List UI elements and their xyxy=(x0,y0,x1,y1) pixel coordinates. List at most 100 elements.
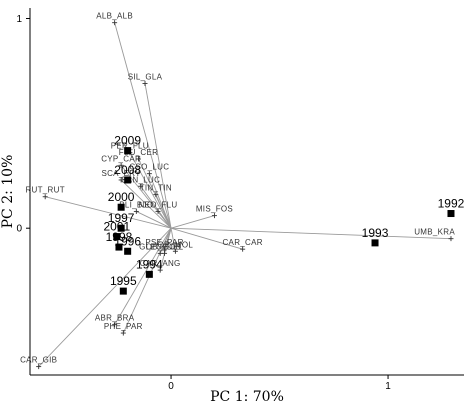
y-tick-label: 1 xyxy=(16,14,22,25)
loading-arrow xyxy=(171,227,451,240)
species-label: PSE_PAR xyxy=(145,238,183,247)
species-label: ABR_BRA xyxy=(95,314,135,323)
species-point: TIN_TIN xyxy=(140,184,172,198)
species-label: CAR_ANG xyxy=(140,259,181,268)
species-label: CSO_LUC xyxy=(129,163,169,172)
year-marker xyxy=(124,147,132,155)
species-point: SCA_ERY xyxy=(101,169,141,183)
species-point: CSO_LUC xyxy=(129,163,169,177)
species-label: CYP_CAR xyxy=(101,154,141,163)
year-marker xyxy=(447,210,455,218)
year-label: 2000 xyxy=(108,190,135,204)
year-points: 1992199319941995199619971998200020012008… xyxy=(103,134,465,295)
species-point: PHE_PAR xyxy=(104,322,143,336)
species-point: UMB_KRA xyxy=(414,228,455,242)
year-point: 1994 xyxy=(136,257,163,278)
species-point: BLI_BJO xyxy=(119,200,153,214)
species-label: CAR_CAR xyxy=(222,238,262,247)
species-loading-arrows xyxy=(38,22,451,367)
species-labels: ALB_ALB SIL_GLA PER_FLUFBU_CERCYP_CARCSO_L… xyxy=(20,12,455,370)
loading-arrow xyxy=(114,22,172,229)
loading-arrow xyxy=(170,228,176,252)
species-point: ALB_ALB xyxy=(96,12,133,26)
species-label: RUT_RUT xyxy=(25,186,64,195)
loading-arrow xyxy=(155,194,172,229)
species-point: ABR_BRA xyxy=(95,314,135,328)
year-point: 2008 xyxy=(114,163,141,184)
species-point: CAR_CAR xyxy=(222,238,263,252)
species-point: OR_MOL xyxy=(158,240,194,254)
species-label: OR_MOL xyxy=(158,240,194,249)
year-marker xyxy=(115,243,123,251)
year-marker xyxy=(124,247,132,255)
species-label: TIN_TIN xyxy=(140,184,172,193)
year-marker xyxy=(145,270,153,278)
year-point: 2009 xyxy=(114,134,141,155)
species-point: SIL_GLA xyxy=(128,72,163,86)
x-axis-title: PC 1: 70% xyxy=(210,389,284,405)
loading-arrow xyxy=(129,152,172,229)
species-point: LEU_DEL xyxy=(146,242,184,256)
species-point: CYP_CAR xyxy=(101,154,141,168)
species-point: GOB_GOB xyxy=(139,242,181,256)
year-marker xyxy=(371,239,379,247)
year-label: 2009 xyxy=(114,134,141,148)
species-label: SAN_LUC xyxy=(121,175,160,184)
year-label: 1993 xyxy=(362,226,389,240)
year-label: 1995 xyxy=(110,274,137,288)
species-label: PER_FLU xyxy=(111,142,149,151)
species-label: LEU_DEL xyxy=(146,242,184,251)
species-label: FBU_CER xyxy=(119,148,158,157)
year-point: 1993 xyxy=(362,226,389,247)
loading-arrow xyxy=(45,196,172,229)
axes xyxy=(29,8,464,376)
species-label: CAR_GIB xyxy=(20,356,57,365)
species-label: BLI_BJO xyxy=(119,200,153,209)
loading-arrow xyxy=(157,211,172,229)
loading-arrow xyxy=(170,215,215,229)
year-point: 2001 xyxy=(103,220,130,241)
species-point: FBU_CER xyxy=(119,148,158,162)
year-label: 2008 xyxy=(114,163,141,177)
loading-arrow xyxy=(170,227,243,250)
y-tick-label: 0 xyxy=(16,224,22,235)
species-label: ALB_ALB xyxy=(96,12,133,21)
year-marker xyxy=(124,176,132,184)
loading-arrow xyxy=(122,228,172,334)
loading-arrow xyxy=(136,211,172,229)
y-axis-title: PC 2: 10% xyxy=(0,155,16,229)
year-label: 1992 xyxy=(438,197,465,211)
year-label: 1994 xyxy=(136,257,163,271)
species-point: PSE_PAR xyxy=(145,238,183,252)
species-label: NEO_FLU xyxy=(139,200,178,209)
species-point: CAR_ANG xyxy=(140,259,181,273)
year-marker xyxy=(119,287,127,295)
year-point: 1992 xyxy=(438,197,465,218)
year-point: 2000 xyxy=(108,190,135,211)
loading-arrow xyxy=(120,179,172,229)
x-tick-label: 0 xyxy=(168,381,174,392)
species-point: CAR_GIB xyxy=(20,356,57,370)
year-point: 1995 xyxy=(110,274,137,295)
species-label: GOB_GOB xyxy=(139,242,181,251)
loading-arrow xyxy=(114,227,172,325)
species-label: SCA_ERY xyxy=(101,169,141,178)
year-point: 1997 xyxy=(108,211,135,232)
species-label: SIL_GLA xyxy=(128,72,163,81)
year-marker xyxy=(113,233,121,241)
loading-arrow xyxy=(144,83,172,229)
species-point: MIS_FOS xyxy=(196,205,233,219)
year-label: 2001 xyxy=(103,220,130,234)
species-label: UMB_KRA xyxy=(414,228,455,237)
species-point: SAN_LUC xyxy=(121,175,160,189)
species-label: PHE_PAR xyxy=(104,322,143,331)
species-point: RUT_RUT xyxy=(25,186,65,200)
year-marker xyxy=(117,224,125,232)
year-marker xyxy=(117,203,125,211)
x-tick-label: 1 xyxy=(385,381,391,392)
year-label: 1997 xyxy=(108,211,135,225)
species-label: MIS_FOS xyxy=(196,205,233,214)
loading-arrow xyxy=(38,227,172,367)
loading-arrow xyxy=(148,173,172,229)
